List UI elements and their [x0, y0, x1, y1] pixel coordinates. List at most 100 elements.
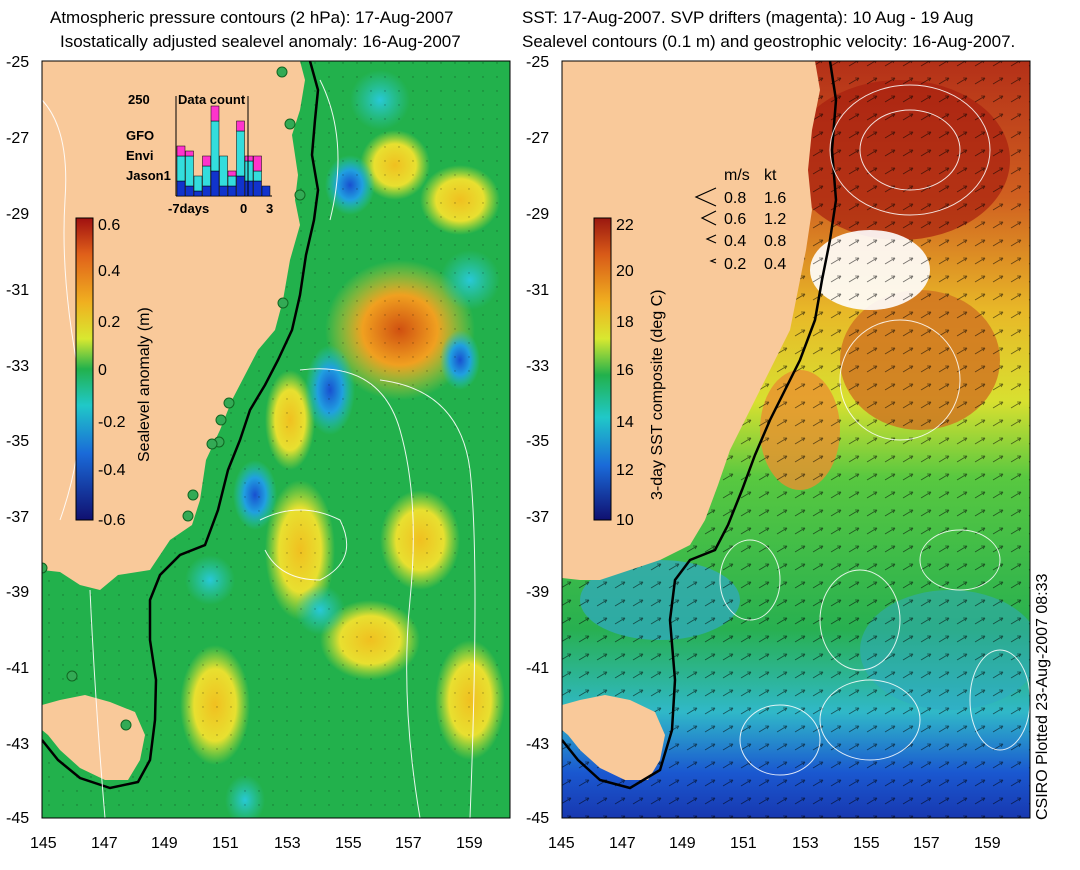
y-tick: -31 — [526, 282, 549, 299]
data-count-xtick: -7days — [168, 201, 209, 216]
right-colorbar-tick: 10 — [616, 512, 634, 529]
data-count-bar-envi — [176, 155, 186, 182]
right-x-axis: 145 147 149 151 153 155 157 159 — [548, 835, 1001, 852]
velocity-kt: 1.2 — [764, 211, 786, 228]
legend-gfo: GFO — [126, 128, 154, 143]
x-tick: 157 — [913, 835, 940, 852]
y-tick: -41 — [6, 660, 29, 677]
data-count-bar-envi — [193, 175, 203, 192]
data-count-bar-envi — [236, 130, 245, 177]
right-colorbar-tick: 14 — [616, 414, 634, 431]
data-count-bar-jason — [185, 185, 194, 197]
y-tick: -35 — [526, 433, 549, 450]
velocity-kt: 0.4 — [764, 256, 786, 273]
data-count-bar-jason — [219, 185, 228, 197]
x-tick: 147 — [609, 835, 636, 852]
y-tick: -29 — [6, 206, 29, 223]
left-colorbar-tick: -0.4 — [98, 462, 126, 479]
data-count-max: 250 — [128, 92, 150, 107]
data-count-bar-gfo — [236, 120, 245, 132]
right-colorbar-tick: 18 — [616, 314, 634, 331]
data-count-xtick: 3 — [266, 201, 273, 216]
y-tick: -45 — [6, 810, 29, 827]
y-tick: -25 — [526, 54, 549, 71]
velocity-header-kt: kt — [764, 167, 777, 184]
y-tick: -33 — [6, 358, 29, 375]
x-tick: 151 — [730, 835, 757, 852]
y-tick: -33 — [526, 358, 549, 375]
right-map-subtitle: Sealevel contours (0.1 m) and geostrophi… — [522, 32, 1016, 51]
y-tick: -27 — [6, 130, 29, 147]
data-count-inset: 250 Data count GFO Envi Jason1 -7days 0 … — [126, 92, 273, 216]
velocity-kt: 1.6 — [764, 190, 786, 207]
data-count-bar-jason — [227, 185, 237, 197]
velocity-kt: 0.8 — [764, 233, 786, 250]
data-count-bar-envi — [219, 155, 228, 187]
legend-envi: Envi — [126, 148, 153, 163]
y-tick: -31 — [6, 282, 29, 299]
data-count-bar-envi — [244, 160, 254, 182]
data-count-bar-jason — [261, 185, 271, 197]
left-colorbar-tick: 0.4 — [98, 263, 120, 280]
y-tick: -39 — [526, 584, 549, 601]
y-tick: -25 — [6, 54, 29, 71]
data-count-bar-jason — [244, 180, 254, 197]
y-tick: -35 — [6, 433, 29, 450]
x-tick: 153 — [274, 835, 301, 852]
y-tick: -43 — [6, 736, 29, 753]
data-count-bar-jason — [193, 190, 203, 197]
x-tick: 145 — [30, 835, 57, 852]
data-count-bar-envi — [210, 120, 220, 172]
velocity-arrow-icon — [694, 187, 717, 207]
y-tick: -27 — [526, 130, 549, 147]
left-sealevel-map — [42, 61, 510, 818]
x-tick: 155 — [853, 835, 880, 852]
x-tick: 151 — [212, 835, 239, 852]
right-colorbar — [593, 217, 612, 521]
y-tick: -39 — [6, 584, 29, 601]
left-colorbar-ticks: 0.6 0.4 0.2 0 -0.2 -0.4 -0.6 — [98, 217, 126, 529]
left-y-axis: -25 -27 -29 -31 -33 -35 -37 -39 -41 -43 … — [6, 54, 29, 827]
legend-jason1: Jason1 — [126, 168, 171, 183]
data-count-bar-envi — [185, 155, 194, 187]
data-count-bar-gfo — [202, 155, 211, 167]
data-count-bar-jason — [236, 175, 245, 197]
x-tick: 159 — [456, 835, 483, 852]
data-count-bar-gfo — [185, 150, 194, 157]
x-tick: 155 — [335, 835, 362, 852]
plot-credit: CSIRO Plotted 23-Aug-2007 08:33 — [1034, 573, 1051, 820]
data-count-title: Data count — [178, 92, 246, 107]
right-y-axis: -25 -27 -29 -31 -33 -35 -37 -39 -41 -43 … — [526, 54, 549, 827]
data-count-bar-envi — [253, 170, 262, 182]
right-map-frame — [561, 60, 1031, 819]
x-tick: 159 — [974, 835, 1001, 852]
x-tick: 149 — [151, 835, 178, 852]
velocity-ms: 0.8 — [724, 190, 746, 207]
y-tick: -29 — [526, 206, 549, 223]
data-count-bar-jason — [176, 180, 186, 197]
y-tick: -37 — [6, 509, 29, 526]
velocity-arrow-icon — [705, 234, 717, 244]
left-colorbar-tick: -0.6 — [98, 512, 126, 529]
left-colorbar-tick: 0.2 — [98, 314, 120, 331]
left-colorbar-tick: -0.2 — [98, 414, 126, 431]
velocity-ms: 0.2 — [724, 256, 746, 273]
data-count-bar-gfo — [253, 155, 262, 172]
right-colorbar-label: 3-day SST composite (deg C) — [649, 290, 666, 500]
data-count-bar-gfo — [210, 105, 220, 122]
left-colorbar-tick: 0 — [98, 362, 107, 379]
velocity-ms: 0.6 — [724, 211, 746, 228]
velocity-arrow-icon — [709, 258, 717, 264]
velocity-legend: m/s kt 0.8 1.6 0.6 1.2 0.4 0.8 0.2 0.4 — [694, 167, 786, 273]
left-colorbar-label: Sealevel anomaly (m) — [136, 307, 153, 462]
right-colorbar-tick: 22 — [616, 217, 634, 234]
data-count-bar-gfo — [244, 155, 254, 162]
data-count-bar-envi — [202, 165, 211, 187]
right-colorbar-tick: 12 — [616, 462, 634, 479]
right-colorbar-ticks: 22 20 18 16 14 12 10 — [616, 217, 634, 529]
left-colorbar-tick: 0.6 — [98, 217, 120, 234]
x-tick: 157 — [395, 835, 422, 852]
data-count-bar-jason — [210, 170, 220, 197]
y-tick: -45 — [526, 810, 549, 827]
